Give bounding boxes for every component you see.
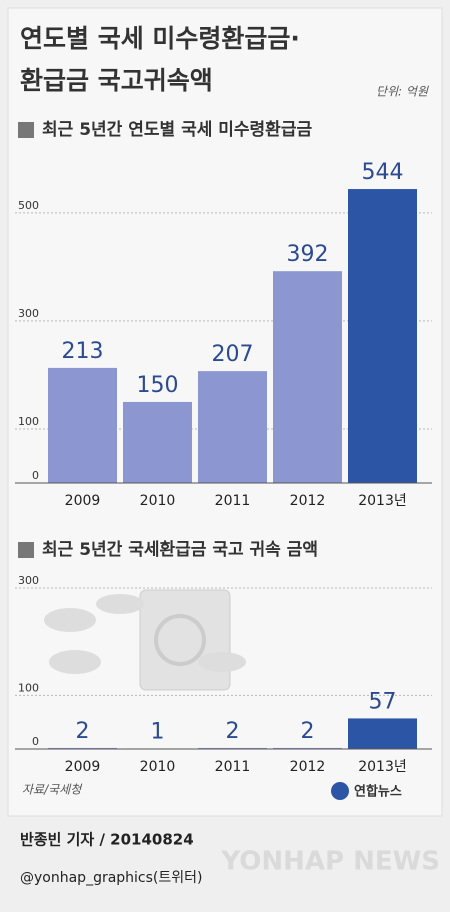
value-label: 150 <box>137 373 179 398</box>
value-label: 2 <box>301 719 315 744</box>
y-tick-label: 0 <box>32 469 39 482</box>
section-marker <box>18 122 34 138</box>
value-label: 544 <box>362 160 404 185</box>
x-tick-label: 2011 <box>215 493 251 509</box>
title-line: 연도별 국세 미수령환급금· <box>20 24 300 53</box>
value-label: 2 <box>226 719 240 744</box>
value-label: 2 <box>76 719 90 744</box>
x-tick-label: 2011 <box>215 759 251 775</box>
logo-mark <box>331 782 349 800</box>
bar <box>348 189 417 483</box>
bar <box>198 371 267 483</box>
y-tick-label: 500 <box>18 199 39 212</box>
unit-label: 단위: 억원 <box>376 85 429 99</box>
section-title: 최근 5년간 연도별 국세 미수령환급금 <box>42 119 312 140</box>
bar <box>198 747 267 749</box>
value-label: 1 <box>151 719 165 744</box>
bar <box>123 401 192 483</box>
value-label: 213 <box>62 339 104 364</box>
x-tick-label: 2010 <box>140 759 176 775</box>
x-tick-label: 2010 <box>140 493 176 509</box>
section-title: 최근 5년간 국세환급금 국고 귀속 금액 <box>42 540 318 560</box>
title-line: 환급금 국고귀속액 <box>20 66 213 95</box>
value-label: 392 <box>287 242 329 267</box>
x-tick-label: 2009 <box>65 759 101 775</box>
x-tick-label: 2013년 <box>358 759 407 775</box>
bar <box>348 718 417 749</box>
bar <box>48 747 117 749</box>
x-tick-label: 2012 <box>290 493 326 509</box>
watermark: YONHAP NEWS <box>220 847 440 877</box>
value-label: 57 <box>369 689 397 714</box>
y-tick-label: 0 <box>32 735 39 748</box>
x-tick-label: 2012 <box>290 759 326 775</box>
logo: 연합뉴스 <box>354 784 402 800</box>
x-tick-label: 2013년 <box>358 493 407 509</box>
value-label: 207 <box>212 342 254 367</box>
bar <box>273 271 342 483</box>
section-marker <box>18 542 34 558</box>
y-tick-label: 100 <box>18 681 39 694</box>
twitter: @yonhap_graphics(트위터) <box>20 870 203 886</box>
source: 자료/국세청 <box>22 783 83 797</box>
decoration <box>44 589 246 691</box>
y-tick-label: 100 <box>18 415 39 428</box>
bar <box>48 367 117 483</box>
credit: 반종빈 기자 / 20140824 <box>20 831 194 849</box>
y-tick-label: 300 <box>18 307 39 320</box>
x-tick-label: 2009 <box>65 493 101 509</box>
bar <box>273 747 342 749</box>
y-tick-label: 300 <box>18 574 39 587</box>
